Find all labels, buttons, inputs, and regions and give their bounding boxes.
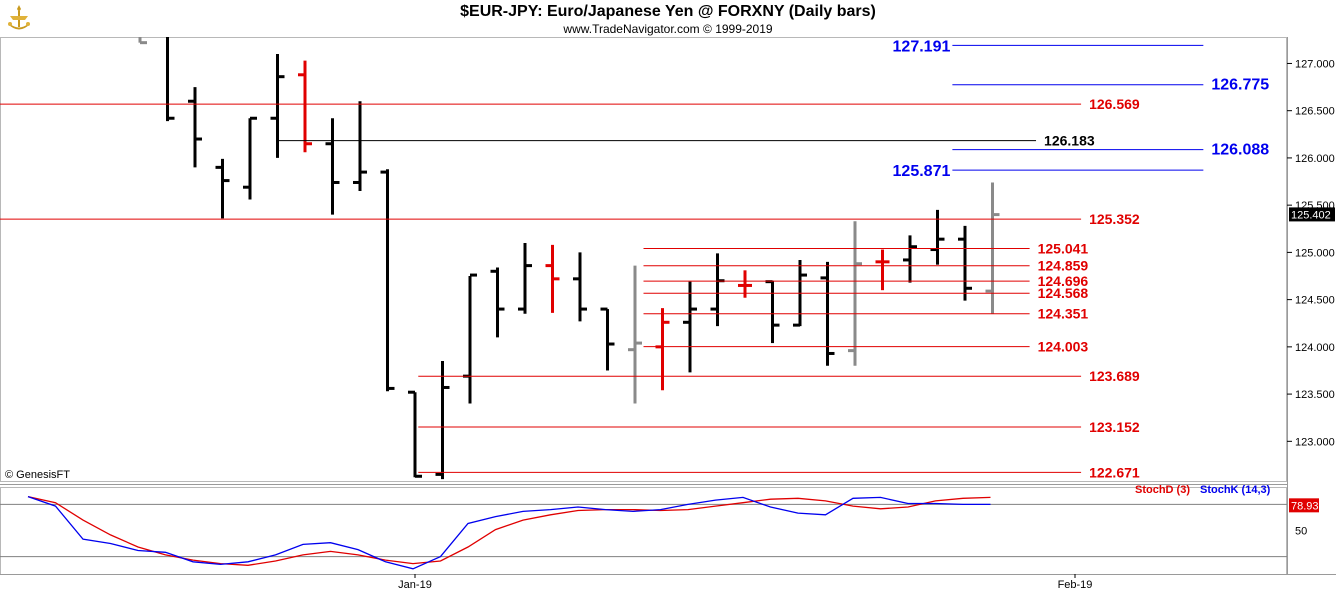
stochastic-legend-k: StochK (14,3)	[1200, 484, 1271, 496]
price-bar	[380, 169, 395, 392]
price-axis-label: 124.500	[1295, 295, 1335, 307]
price-bar	[435, 361, 450, 480]
stochastic-panel: 50 StochD (3) StochK (14,3) 78.93 Jan-19 Feb-…	[0, 484, 1336, 591]
chart-header: $EUR-JPY: Euro/Japanese Yen @ FORXNY (Da…	[0, 0, 1336, 37]
price-bar	[298, 60, 312, 153]
price-bar	[325, 118, 340, 215]
price-bar	[243, 116, 257, 200]
price-panel: 127.000126.500126.000125.500125.000124.5…	[0, 33, 1335, 574]
level-label: 126.775	[1211, 77, 1269, 94]
last-price-marker	[1289, 207, 1335, 222]
price-bar	[188, 87, 202, 168]
stochastic-last-label: 78.93	[1291, 500, 1319, 512]
price-bar	[490, 267, 505, 338]
level-label: 124.568	[1038, 285, 1089, 301]
time-axis-label: Feb-19	[1058, 579, 1093, 591]
stochastic-last-marker	[1289, 498, 1319, 513]
time-axis-label: Jan-19	[398, 579, 432, 591]
level-label: 124.859	[1038, 258, 1089, 274]
level-label: 122.671	[1089, 464, 1140, 480]
price-bar	[573, 252, 587, 322]
price-bar	[958, 225, 972, 301]
stochastic-series-line	[27, 495, 991, 566]
stochastic-plot-area	[0, 487, 1287, 575]
stochastic-series-line	[27, 495, 991, 570]
stochastic-legend-d: StochD (3)	[1135, 484, 1190, 496]
price-bar	[765, 280, 780, 344]
tradenavigator-logo-icon	[2, 2, 36, 36]
price-bar	[353, 101, 367, 191]
stochastic-axis-label: 50	[1295, 526, 1307, 538]
price-bar	[903, 235, 917, 283]
price-axis-label: 126.500	[1295, 106, 1335, 118]
price-axis-label: 126.000	[1295, 153, 1335, 165]
level-label: 123.152	[1089, 419, 1140, 435]
price-plot-area	[0, 37, 1287, 482]
price-bar	[408, 390, 422, 478]
chart-title: $EUR-JPY: Euro/Japanese Yen @ FORXNY (Da…	[460, 3, 876, 20]
level-label: 126.088	[1211, 142, 1269, 159]
price-axis-label: 124.000	[1295, 342, 1335, 354]
level-label: 123.689	[1089, 368, 1140, 384]
price-bar	[215, 158, 230, 219]
price-bar	[600, 307, 615, 371]
level-label: 124.003	[1038, 339, 1089, 355]
last-price-label: 125.402	[1291, 209, 1331, 221]
price-axis-label: 125.000	[1295, 247, 1335, 259]
level-label: 126.183	[1044, 133, 1095, 149]
level-label: 125.352	[1089, 211, 1140, 227]
price-axis-label: 123.000	[1295, 436, 1335, 448]
price-bar	[875, 249, 890, 291]
price-axis-label: 127.000	[1295, 58, 1335, 70]
copyright-text: © GenesisFT	[5, 469, 70, 481]
level-label: 124.696	[1038, 273, 1089, 289]
price-bar	[628, 265, 642, 404]
level-label: 125.041	[1038, 241, 1089, 257]
level-label: 126.569	[1089, 96, 1140, 112]
level-label: 127.191	[893, 38, 951, 55]
price-axis-area	[1287, 37, 1335, 481]
level-label: 124.351	[1038, 306, 1089, 322]
price-bar	[518, 242, 532, 314]
level-label: 125.871	[893, 163, 951, 180]
price-bar	[545, 244, 560, 313]
chart-subtitle: www.TradeNavigator.com © 1999-2019	[563, 22, 773, 36]
price-axis-label: 123.500	[1295, 389, 1335, 401]
price-bar	[683, 281, 697, 373]
